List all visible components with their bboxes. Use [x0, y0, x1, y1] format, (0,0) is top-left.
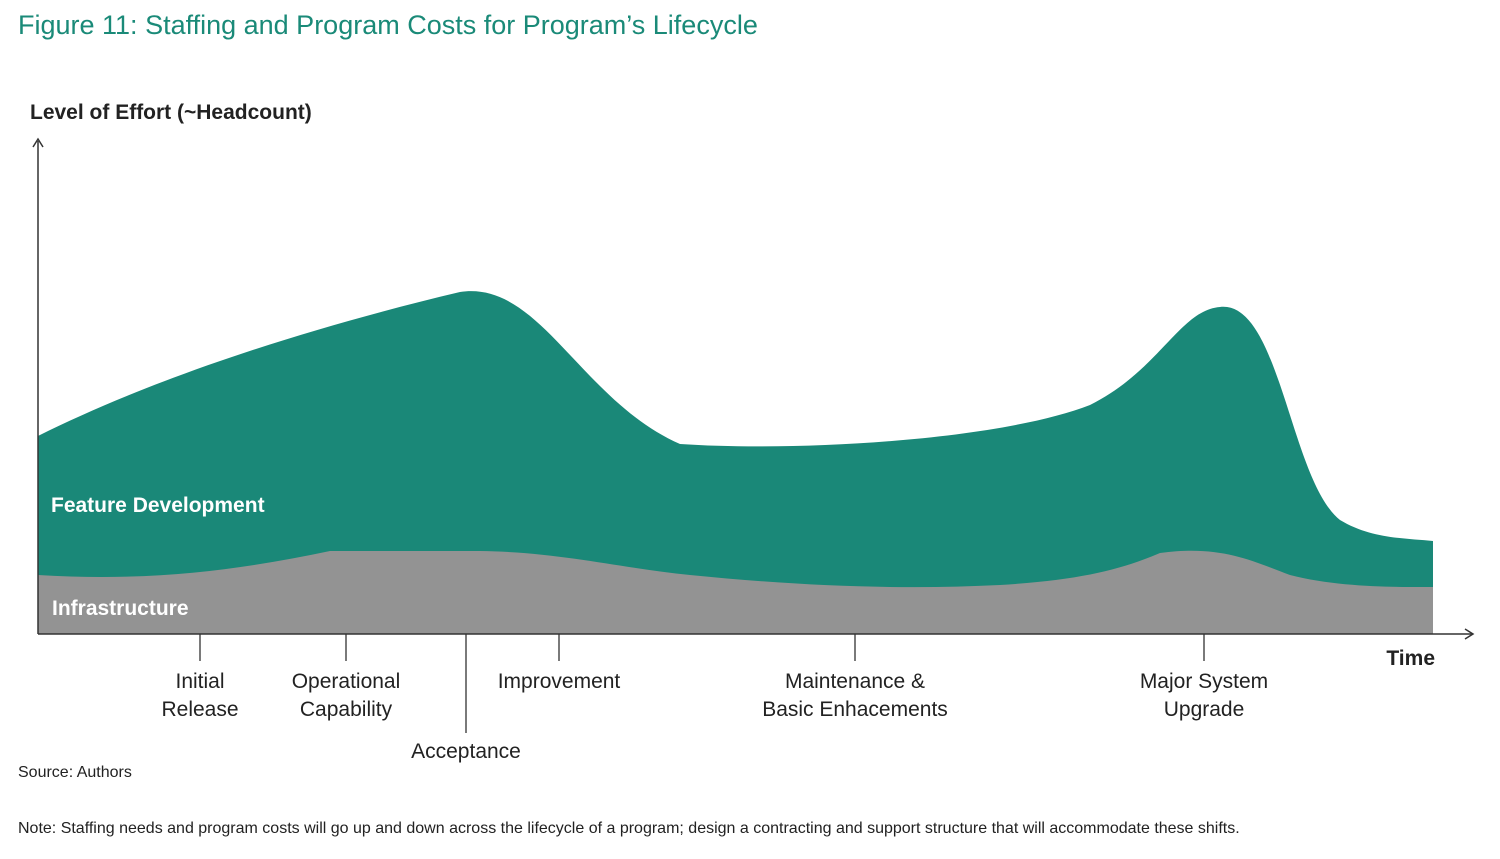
x-axis-arrow — [1464, 628, 1475, 640]
milestone-label-operational-capability: Operational Capability — [292, 670, 401, 721]
milestone-label-maintenance: Maintenance & Basic Enhacements — [762, 670, 948, 721]
milestone-label-line: Release — [161, 698, 238, 721]
milestone-label-line: Upgrade — [1164, 698, 1245, 721]
x-axis-title: Time — [1386, 647, 1435, 670]
source-note: Source: Authors — [18, 764, 132, 781]
milestone-label-line: Acceptance — [411, 740, 521, 763]
y-axis-title: Level of Effort (~Headcount) — [30, 101, 312, 124]
milestone-label-improvement: Improvement — [498, 670, 621, 693]
milestone-label-line: Initial — [175, 670, 224, 693]
infrastructure-area — [38, 550, 1433, 634]
milestone-label-line: Capability — [300, 698, 393, 721]
feature-development-area — [38, 291, 1433, 634]
y-axis-arrow — [32, 137, 44, 148]
footnote: Note: Staffing needs and program costs w… — [18, 820, 1240, 837]
milestone-label-line: Major System — [1140, 670, 1268, 693]
milestone-label-line: Improvement — [498, 670, 621, 693]
feature-development-label: Feature Development — [51, 494, 265, 517]
infrastructure-label: Infrastructure — [52, 597, 189, 620]
milestone-label-major-upgrade: Major System Upgrade — [1140, 670, 1268, 721]
milestone-label-line: Basic Enhacements — [762, 698, 948, 721]
milestone-label-line: Maintenance & — [785, 670, 925, 693]
figure-title: Figure 11: Staffing and Program Costs fo… — [18, 10, 758, 40]
milestone-label-line: Operational — [292, 670, 401, 693]
milestone-label-initial-release: Initial Release — [161, 670, 238, 721]
milestone-label-acceptance: Acceptance — [411, 740, 521, 763]
